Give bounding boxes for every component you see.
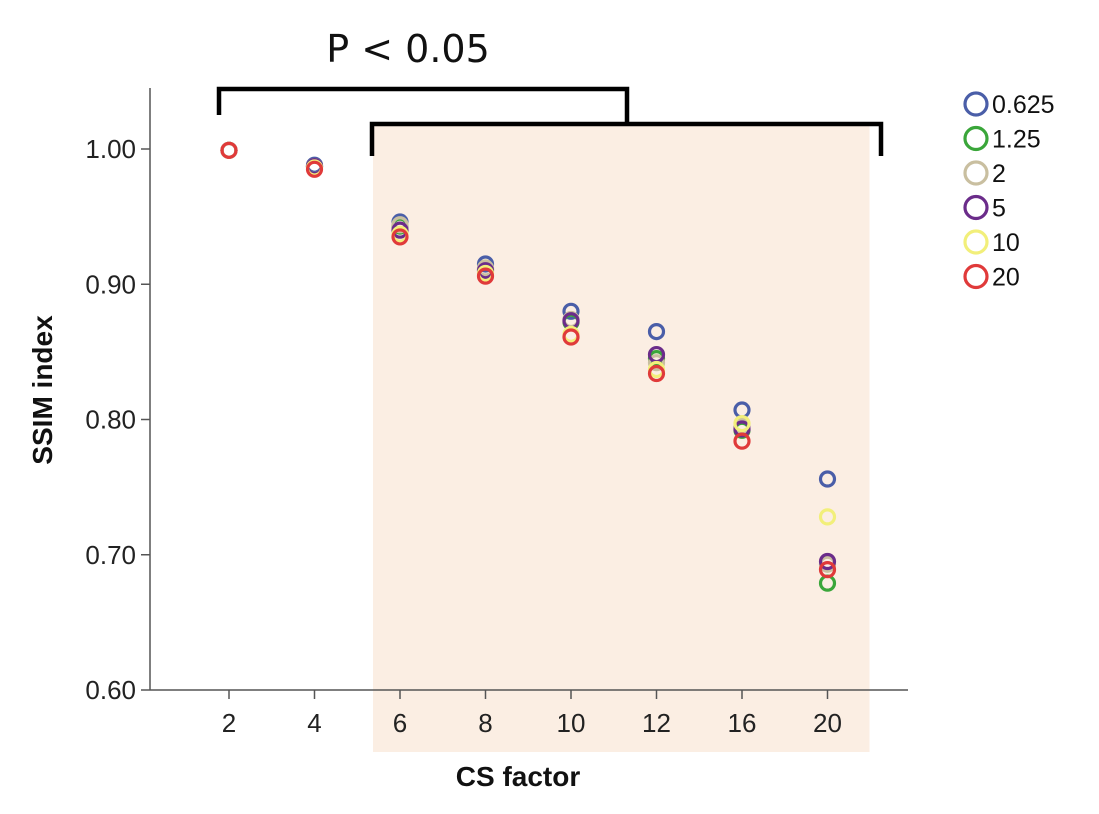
y-axis-title: SSIM index <box>27 315 58 465</box>
legend-label: 1.25 <box>992 126 1041 154</box>
legend-marker <box>963 229 989 255</box>
data-point <box>391 216 409 234</box>
legend-label: 20 <box>992 264 1020 292</box>
significance-annotation: P < 0.05 <box>326 27 490 71</box>
data-point <box>562 302 580 320</box>
y-tick-label: 0.90 <box>85 269 136 299</box>
x-axis-title: CS factor <box>456 761 581 792</box>
highlight-rect <box>373 124 870 752</box>
bracket-lower <box>369 121 884 156</box>
data-point <box>476 267 495 285</box>
data-point <box>818 552 837 571</box>
axes <box>149 88 908 691</box>
x-tick-label: 16 <box>728 708 757 738</box>
bracket-upper <box>216 86 630 122</box>
legend-marker <box>963 194 989 221</box>
legend-marker <box>963 160 989 186</box>
data-points <box>220 141 837 592</box>
data-point <box>818 470 837 488</box>
data-point <box>733 420 751 438</box>
legend-marker <box>963 91 989 117</box>
legend: 0.625 1.25 2 5 10 20 <box>963 91 1055 292</box>
x-tick-label: 2 <box>222 708 236 738</box>
legend-label: 2 <box>992 160 1006 188</box>
legend-marker <box>963 125 989 152</box>
x-tick-label: 4 <box>307 708 321 738</box>
y-tick-label: 1.00 <box>85 134 136 164</box>
data-point <box>818 561 837 579</box>
x-tick-label: 20 <box>813 708 842 738</box>
data-point <box>647 364 666 383</box>
legend-label: 5 <box>992 195 1006 223</box>
data-point <box>647 322 666 341</box>
significance-brackets <box>216 86 884 156</box>
data-point <box>220 141 238 159</box>
data-point <box>562 328 580 346</box>
y-tick-label: 0.80 <box>85 405 136 435</box>
data-point <box>733 414 751 433</box>
x-tick-label: 12 <box>642 708 671 738</box>
legend-label: 10 <box>992 229 1020 257</box>
data-point <box>305 160 324 178</box>
data-point <box>647 354 666 372</box>
data-point <box>391 228 409 246</box>
legend-label: 0.625 <box>992 91 1055 119</box>
x-tick-label: 10 <box>557 708 586 738</box>
data-point <box>733 432 751 450</box>
x-ticks: 2 4 6 8 10 12 16 20 <box>222 690 842 738</box>
y-tick-label: 0.60 <box>85 675 136 705</box>
data-point <box>818 508 837 526</box>
x-tick-label: 6 <box>393 708 407 738</box>
highlight-region <box>373 124 870 752</box>
legend-marker <box>963 263 989 290</box>
x-tick-label: 8 <box>478 708 492 738</box>
y-ticks: 0.60 0.70 0.80 0.90 1.00 <box>85 134 150 705</box>
y-tick-label: 0.70 <box>85 540 136 570</box>
